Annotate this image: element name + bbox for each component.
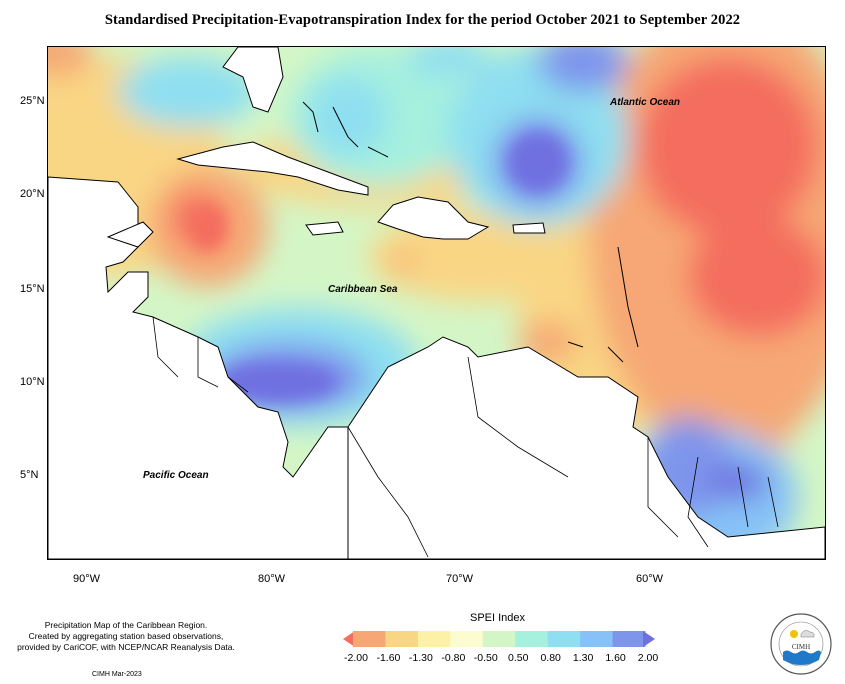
legend-swatch [547, 631, 581, 647]
legend-tick-label: 2.00 [637, 652, 659, 664]
lon-label-90w: 90°W [73, 573, 101, 585]
legend-swatch [450, 631, 484, 647]
legend-arrow-low [343, 631, 355, 647]
lat-label-20n: 20°N [20, 188, 45, 200]
islands [302, 101, 639, 363]
label-pacific-ocean: Pacific Ocean [143, 470, 209, 481]
lat-label-10n: 10°N [20, 376, 45, 388]
legend-tick-label: -0.80 [441, 652, 466, 664]
legend-swatch [385, 631, 419, 647]
legend-colorbar-graphic [343, 631, 655, 647]
legend-swatch [353, 631, 386, 647]
legend-tick-label: -0.50 [473, 652, 498, 664]
legend-title: SPEI Index [470, 612, 526, 624]
legend-swatch [515, 631, 549, 647]
legend-tick-label: 0.50 [508, 652, 529, 664]
cimh-stamp: CIMH Mar-2023 [92, 671, 142, 678]
label-caribbean-sea: Caribbean Sea [328, 284, 398, 295]
legend-tick-label: -1.30 [408, 652, 433, 664]
sun-icon [790, 630, 798, 638]
lon-label-60w: 60°W [636, 573, 664, 585]
legend-tick-label: 1.30 [572, 652, 594, 664]
cloud-icon [800, 630, 815, 638]
lon-label-70w: 70°W [446, 573, 474, 585]
lon-label-80w: 80°W [258, 573, 286, 585]
map-title: Standardised Precipitation-Evapotranspir… [104, 12, 741, 28]
legend-tick-label: -1.60 [376, 652, 401, 664]
legend-tick-label: 1.60 [605, 652, 626, 664]
legend-tick-label: -2.00 [344, 652, 368, 664]
spei-map [47, 46, 826, 560]
legend-swatch [417, 631, 451, 647]
legend-colorbar [343, 631, 655, 652]
legend-swatch [482, 631, 516, 647]
lat-label-25n: 25°N [20, 95, 45, 107]
lat-label-5n: 5°N [20, 469, 39, 481]
legend-arrow-high [643, 631, 655, 647]
spei-map-graphic [48, 47, 825, 559]
wave-icon [783, 650, 821, 665]
legend-tick-label: 0.80 [540, 652, 561, 664]
cimh-logo: CIMH [769, 612, 833, 681]
map-info: Precipitation Map of the Caribbean Regio… [6, 620, 246, 653]
info-line-1: Precipitation Map of the Caribbean Regio… [44, 620, 208, 630]
logo-text: CIMH [792, 643, 810, 651]
cimh-logo-graphic: CIMH [770, 613, 832, 675]
legend-swatch [612, 631, 646, 647]
legend-swatch [580, 631, 614, 647]
info-line-2: Created by aggregating station based obs… [28, 631, 224, 641]
lat-label-15n: 15°N [20, 283, 45, 295]
label-atlantic-ocean: Atlantic Ocean [610, 97, 681, 108]
borders [152, 316, 779, 558]
info-line-3: provided by CariCOF, with NCEP/NCAR Rean… [17, 642, 235, 652]
